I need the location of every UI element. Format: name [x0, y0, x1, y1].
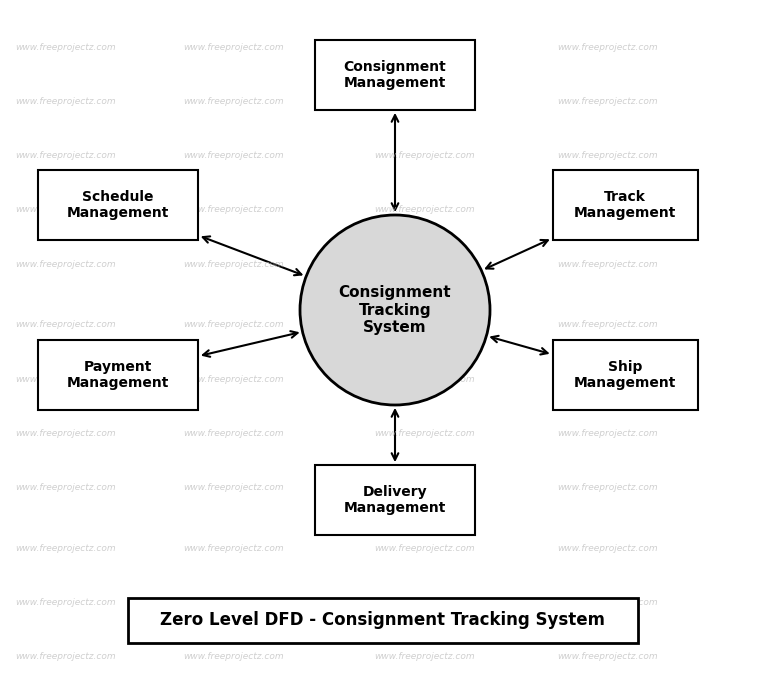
- Text: www.freeprojectz.com: www.freeprojectz.com: [558, 429, 659, 438]
- Text: Consignment
Tracking
System: Consignment Tracking System: [338, 285, 452, 335]
- FancyBboxPatch shape: [128, 598, 638, 642]
- Text: www.freeprojectz.com: www.freeprojectz.com: [15, 429, 116, 438]
- Text: www.freeprojectz.com: www.freeprojectz.com: [15, 205, 116, 215]
- Text: www.freeprojectz.com: www.freeprojectz.com: [183, 205, 284, 215]
- Text: Payment
Management: Payment Management: [66, 360, 169, 390]
- Text: Zero Level DFD - Consignment Tracking System: Zero Level DFD - Consignment Tracking Sy…: [160, 611, 606, 629]
- FancyBboxPatch shape: [552, 340, 698, 410]
- Text: www.freeprojectz.com: www.freeprojectz.com: [15, 259, 116, 269]
- Text: www.freeprojectz.com: www.freeprojectz.com: [374, 374, 475, 384]
- Text: www.freeprojectz.com: www.freeprojectz.com: [558, 483, 659, 492]
- Text: www.freeprojectz.com: www.freeprojectz.com: [15, 97, 116, 106]
- Text: www.freeprojectz.com: www.freeprojectz.com: [183, 429, 284, 438]
- Text: www.freeprojectz.com: www.freeprojectz.com: [558, 97, 659, 106]
- FancyBboxPatch shape: [38, 340, 198, 410]
- Text: www.freeprojectz.com: www.freeprojectz.com: [558, 374, 659, 384]
- FancyBboxPatch shape: [38, 170, 198, 240]
- Text: www.freeprojectz.com: www.freeprojectz.com: [183, 320, 284, 330]
- Text: www.freeprojectz.com: www.freeprojectz.com: [374, 151, 475, 160]
- Text: www.freeprojectz.com: www.freeprojectz.com: [374, 544, 475, 553]
- FancyBboxPatch shape: [315, 40, 475, 110]
- Text: www.freeprojectz.com: www.freeprojectz.com: [183, 544, 284, 553]
- Text: www.freeprojectz.com: www.freeprojectz.com: [15, 43, 116, 52]
- Text: www.freeprojectz.com: www.freeprojectz.com: [183, 374, 284, 384]
- Text: Track
Management: Track Management: [574, 190, 676, 220]
- Text: www.freeprojectz.com: www.freeprojectz.com: [558, 320, 659, 330]
- Text: www.freeprojectz.com: www.freeprojectz.com: [374, 429, 475, 438]
- Text: www.freeprojectz.com: www.freeprojectz.com: [558, 652, 659, 661]
- Text: www.freeprojectz.com: www.freeprojectz.com: [374, 43, 475, 52]
- Text: www.freeprojectz.com: www.freeprojectz.com: [374, 259, 475, 269]
- Text: www.freeprojectz.com: www.freeprojectz.com: [183, 652, 284, 661]
- Text: www.freeprojectz.com: www.freeprojectz.com: [374, 483, 475, 492]
- Text: www.freeprojectz.com: www.freeprojectz.com: [15, 544, 116, 553]
- Text: www.freeprojectz.com: www.freeprojectz.com: [558, 43, 659, 52]
- Text: www.freeprojectz.com: www.freeprojectz.com: [183, 151, 284, 160]
- Text: www.freeprojectz.com: www.freeprojectz.com: [183, 483, 284, 492]
- Text: www.freeprojectz.com: www.freeprojectz.com: [183, 97, 284, 106]
- Text: Consignment
Management: Consignment Management: [344, 60, 446, 90]
- Text: www.freeprojectz.com: www.freeprojectz.com: [558, 544, 659, 553]
- Text: Schedule
Management: Schedule Management: [66, 190, 169, 220]
- Ellipse shape: [300, 215, 490, 405]
- FancyBboxPatch shape: [552, 170, 698, 240]
- Text: Ship
Management: Ship Management: [574, 360, 676, 390]
- Text: www.freeprojectz.com: www.freeprojectz.com: [558, 205, 659, 215]
- Text: www.freeprojectz.com: www.freeprojectz.com: [558, 151, 659, 160]
- Text: www.freeprojectz.com: www.freeprojectz.com: [15, 374, 116, 384]
- Text: www.freeprojectz.com: www.freeprojectz.com: [558, 598, 659, 607]
- Text: www.freeprojectz.com: www.freeprojectz.com: [15, 598, 116, 607]
- Text: www.freeprojectz.com: www.freeprojectz.com: [183, 598, 284, 607]
- Text: www.freeprojectz.com: www.freeprojectz.com: [374, 97, 475, 106]
- Text: www.freeprojectz.com: www.freeprojectz.com: [558, 259, 659, 269]
- Text: www.freeprojectz.com: www.freeprojectz.com: [15, 320, 116, 330]
- Text: www.freeprojectz.com: www.freeprojectz.com: [15, 652, 116, 661]
- FancyBboxPatch shape: [315, 465, 475, 535]
- Text: Delivery
Management: Delivery Management: [344, 485, 446, 515]
- Text: www.freeprojectz.com: www.freeprojectz.com: [374, 205, 475, 215]
- Text: www.freeprojectz.com: www.freeprojectz.com: [15, 151, 116, 160]
- Text: www.freeprojectz.com: www.freeprojectz.com: [374, 652, 475, 661]
- Text: www.freeprojectz.com: www.freeprojectz.com: [15, 483, 116, 492]
- Text: www.freeprojectz.com: www.freeprojectz.com: [183, 43, 284, 52]
- Text: www.freeprojectz.com: www.freeprojectz.com: [374, 320, 475, 330]
- Text: www.freeprojectz.com: www.freeprojectz.com: [183, 259, 284, 269]
- Text: www.freeprojectz.com: www.freeprojectz.com: [374, 598, 475, 607]
